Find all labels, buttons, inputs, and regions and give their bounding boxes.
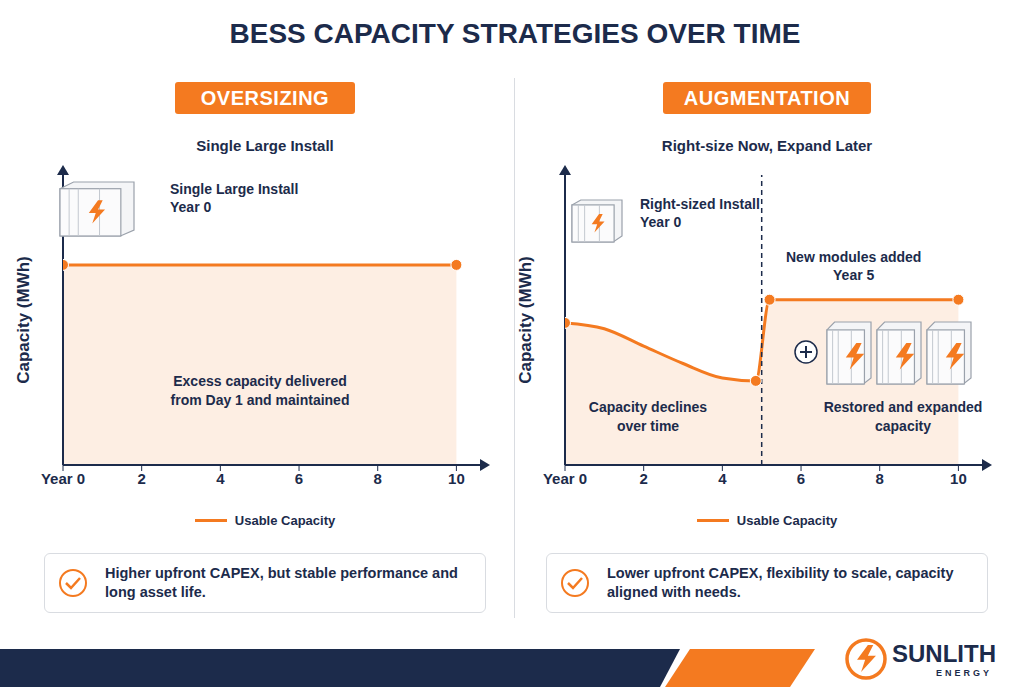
svg-text:Capacity (MWh): Capacity (MWh) [516,256,535,384]
html-text:Right-sized Install: Right-sized Install [640,196,760,212]
svg-text:Year 0: Year 0 [543,470,587,487]
html-text:BESS CAPACITY STRATEGIES OVER: BESS CAPACITY STRATEGIES OVER TIME [229,18,801,49]
svg-text:10: 10 [448,470,465,487]
html-text:Right-size Now, Expand Later: Right-size Now, Expand Later [661,137,873,154]
svg-text:8: 8 [374,470,382,487]
svg-text:6: 6 [295,470,303,487]
svg-text:6: 6 [797,470,805,487]
html-text:Year 5: Year 5 [833,267,875,283]
svg-text:Capacity (MWh): Capacity (MWh) [14,256,33,384]
svg-text:10: 10 [950,470,967,487]
html-text:Excess capacity delivered from: Excess capacity delivered from Day 1 and… [170,373,350,408]
svg-text:4: 4 [216,470,225,487]
html-text:Single Large Install: Single Large Install [170,181,299,197]
svg-text:4: 4 [718,470,727,487]
svg-text:8: 8 [876,470,884,487]
html-text:New modules added: New modules added [786,249,922,265]
html-text:Year 0: Year 0 [170,199,212,215]
html-text:AUGMENTATION: AUGMENTATION [683,87,851,109]
svg-text:2: 2 [138,470,146,487]
svg-text:2: 2 [640,470,648,487]
svg-text:Year 0: Year 0 [41,470,85,487]
html-text:Usable Capacity: Usable Capacity [736,513,838,528]
html-text:Lower upfront CAPEX, flexibili: Lower upfront CAPEX, flexibility to scal… [607,565,954,600]
html-text:Capacity declines over time: Capacity declines over time [588,399,708,434]
html-text:SUNLITH: SUNLITH [892,640,996,667]
html-text:ENERGY: ENERGY [936,668,992,678]
html-text:Restored and expanded capacity: Restored and expanded capacity [823,399,983,434]
html-text:Single Large Install: Single Large Install [196,137,334,154]
html-text:Usable Capacity: Usable Capacity [234,513,336,528]
html-text:OVERSIZING: OVERSIZING [200,87,330,109]
html-text:Year 0: Year 0 [640,214,682,230]
html-text:Higher upfront CAPEX, but stab: Higher upfront CAPEX, but stable perform… [105,565,458,600]
